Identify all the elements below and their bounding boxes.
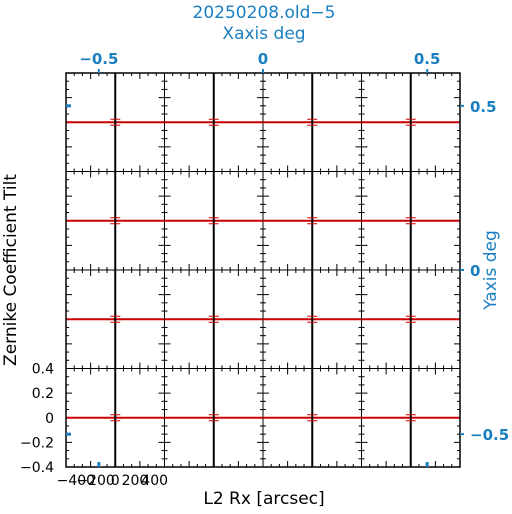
x-axis-label: L2 Rx [arcsec] — [203, 489, 324, 509]
panel-xtick-label: 400 — [141, 473, 168, 489]
panel-xtick-label: 200 — [122, 473, 149, 489]
panel-xtick-label: 0 — [111, 473, 120, 489]
right-axis-tick-label: 0 — [470, 262, 480, 280]
panel-xtick-label: −200 — [76, 473, 114, 489]
panel-xtick-label: −400 — [57, 473, 95, 489]
panel-ytick-label: 0.4 — [32, 362, 54, 378]
top-axis-tick-label: 0.5 — [414, 50, 441, 68]
panel-grid — [65, 72, 461, 468]
panel-ytick-label: 0.2 — [32, 386, 54, 402]
tick-labels: −0.5 0 0.50.50−0.50.40.20−0.2−0.4−400−2000… — [20, 50, 509, 489]
panel-ytick-label: −0.4 — [20, 460, 54, 476]
top-axis-tick-label: 0 — [258, 50, 268, 68]
right-axis-label: Yaxis deg — [481, 230, 501, 311]
top-axis-tick-label: −0.5 — [79, 50, 118, 68]
right-axis-tick-label: 0.5 — [470, 98, 497, 116]
top-axis-label: Xaxis deg — [222, 24, 305, 44]
chart-title: 20250208.old−5 — [193, 3, 336, 23]
y-axis-label: Zernike Coefficient Tilt — [1, 174, 21, 366]
right-axis-tick-label: −0.5 — [470, 426, 509, 444]
panel-ytick-label: 0 — [45, 411, 54, 427]
panel-ytick-label: −0.2 — [20, 435, 54, 451]
